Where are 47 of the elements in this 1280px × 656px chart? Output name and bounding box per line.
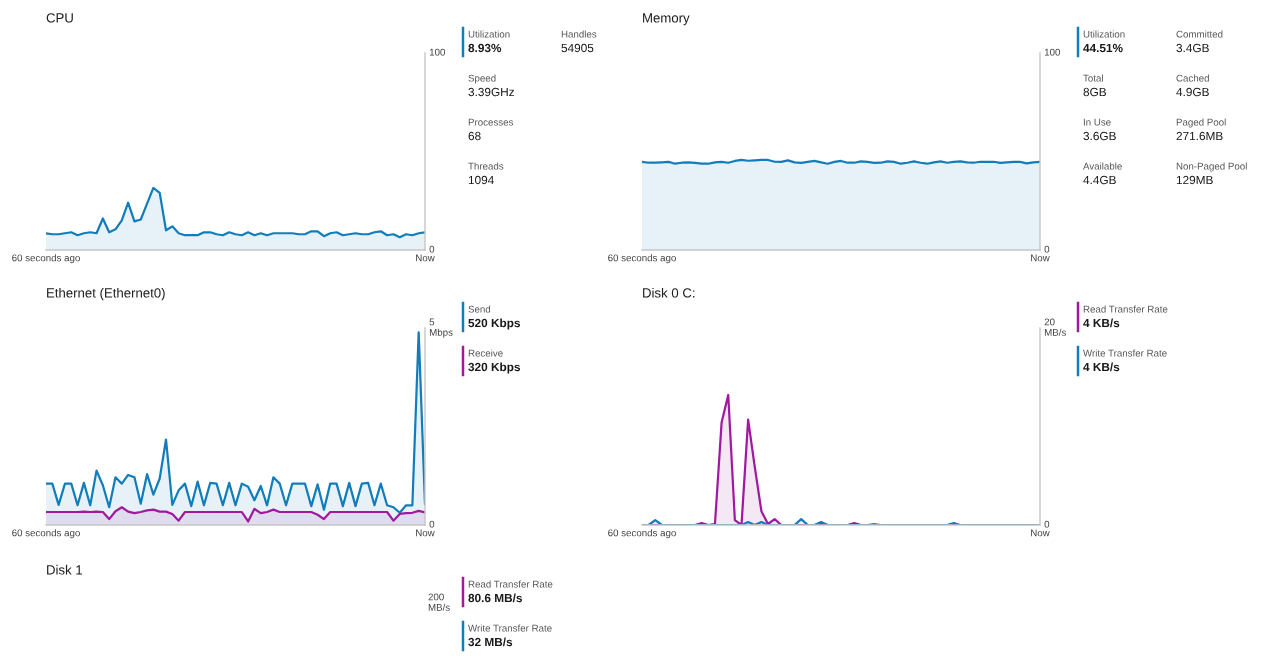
text: Receive xyxy=(468,349,503,357)
text: 8.93% xyxy=(468,43,502,53)
text: 4 KB/s xyxy=(1083,362,1120,372)
text: Paged Pool 271.6MB xyxy=(1176,118,1226,141)
y-tick-label: 0 xyxy=(1044,520,1050,528)
text: Speed 3.39GHz xyxy=(468,74,514,97)
x-tick-label: Now xyxy=(416,529,435,537)
text: Handles 54905 xyxy=(561,30,597,53)
y-tick-label: 5 Mbps xyxy=(429,318,453,338)
text: Disk 1 xyxy=(47,564,83,575)
x-tick-label: 60 seconds ago xyxy=(608,529,676,539)
chart-title: Ethernet (Ethernet0) xyxy=(47,287,165,301)
x-tick-label: Now xyxy=(416,254,435,262)
text: In Use 3.6GB xyxy=(1083,118,1116,141)
text: Total 8GB xyxy=(1083,74,1106,97)
text: Write Transfer Rate 32 MB/s xyxy=(468,624,552,647)
text: Committed 3.4GB xyxy=(1176,30,1223,53)
text: Threads 1094 xyxy=(468,162,504,185)
x-tick-label: 60 seconds ago xyxy=(12,529,80,539)
chart-title: Memory xyxy=(643,13,690,26)
text: Read Transfer Rate 80.6 MB/s xyxy=(468,580,553,603)
text: Read Transfer Rate xyxy=(1083,305,1168,313)
text: Utilization xyxy=(1083,30,1125,38)
text: Processes 68 xyxy=(468,118,514,141)
text: Available 4.4GB xyxy=(1083,162,1122,185)
text: Cached 4.9GB xyxy=(1176,74,1209,97)
x-tick-label: 60 seconds ago xyxy=(12,254,80,264)
x-tick-label: Now xyxy=(1031,254,1050,262)
x-tick-label: Now xyxy=(1031,529,1050,537)
y-tick-label: 100 xyxy=(1044,48,1061,56)
text: Send xyxy=(468,305,491,313)
y-tick-label: 0 xyxy=(429,520,435,528)
y-tick-label: 0 xyxy=(1044,245,1050,253)
text: 520 Kbps xyxy=(468,318,521,330)
text: 320 Kbps xyxy=(468,362,521,374)
text: Write Transfer Rate xyxy=(1083,349,1167,357)
text: 4 KB/s xyxy=(1083,318,1120,328)
y-tick-label: 100 xyxy=(429,48,446,56)
text: Utilization xyxy=(468,30,510,38)
text: 200 MB/s xyxy=(428,593,450,611)
chart-title: Disk 0 C: xyxy=(643,287,695,298)
y-tick-label: 0 xyxy=(429,245,435,253)
text: 44.51% xyxy=(1083,43,1123,53)
chart-title: CPU xyxy=(46,13,73,23)
y-tick-label: 20 MB/s xyxy=(1044,318,1066,336)
text: Non-Paged Pool 129MB xyxy=(1176,162,1247,185)
x-tick-label: 60 seconds ago xyxy=(608,254,676,264)
